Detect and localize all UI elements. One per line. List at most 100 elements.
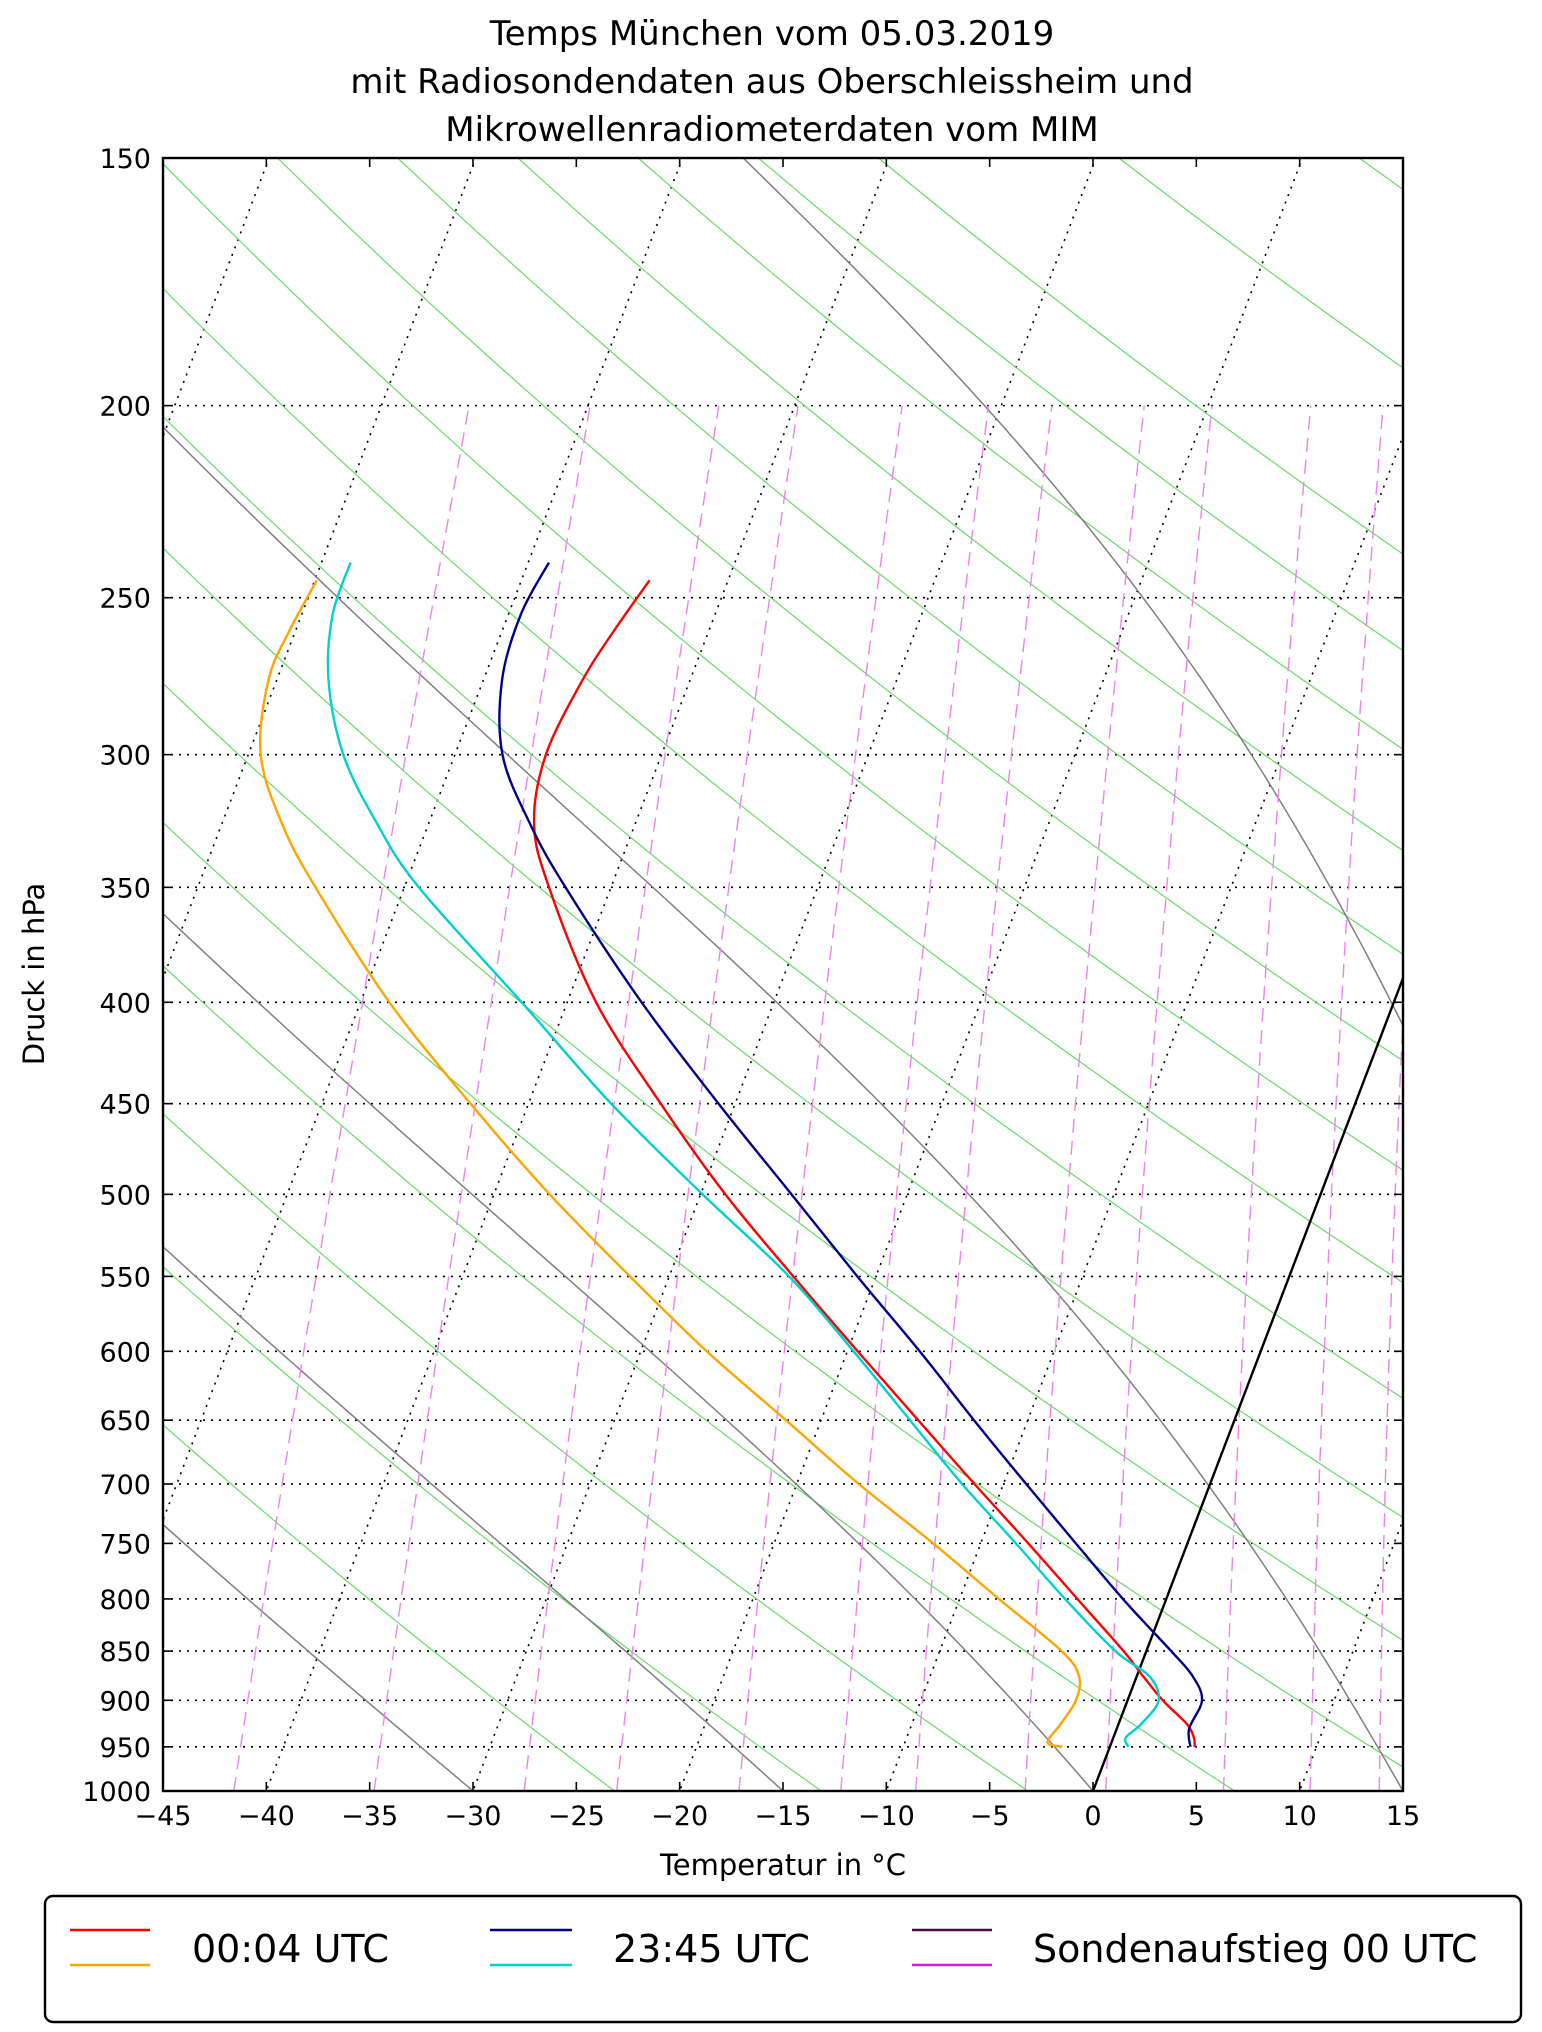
y-tick-label-7: 500: [99, 1180, 151, 1211]
dry-adiabat-370: [517, 158, 1403, 852]
mixing-ratio-16: [1529, 406, 1542, 1791]
y-tick-label-6: 450: [99, 1090, 151, 1121]
dry-adiabat-380: [637, 158, 1403, 750]
sounding-profiles: [259, 562, 1204, 1748]
y-tick-label-16: 950: [99, 1733, 151, 1764]
x-axis-ticks: −45 −40 −35 −30 −25 −20 −15 −10 −5 0 5 10 15: [135, 158, 1420, 1832]
dry-adiabat-440: [1358, 158, 1403, 191]
x-tick-label-4: −25: [548, 1801, 605, 1832]
legend-label-2345: 23:45 UTC: [613, 1927, 810, 1971]
isotherm-0-highlighted: [1091, 974, 1403, 1791]
moist-adiabat-30: [742, 158, 1403, 1028]
legend-box: [43, 1894, 1523, 2024]
x-tick-label-11: 10: [1282, 1801, 1316, 1832]
legend-entry-sonde: Sondenaufstieg 00 UTC: [912, 1927, 1477, 1971]
mixing-ratio-6: [1222, 405, 1312, 1791]
series-line-2: [498, 562, 1204, 1747]
mixing-ratio-2: [914, 405, 1053, 1791]
x-tick-label-5: −20: [651, 1801, 708, 1832]
dry-adiabat-340: [163, 162, 1403, 1171]
series-line-0: [532, 579, 1196, 1747]
dry-adiabat-270: [163, 1113, 1029, 1791]
x-tick-label-12: 15: [1386, 1801, 1420, 1832]
y-tick-label-11: 700: [99, 1470, 151, 1501]
y-tick-label-15: 900: [99, 1686, 151, 1717]
x-tick-label-0: −45: [135, 1801, 192, 1832]
isotherm--30: [472, 158, 1097, 1791]
y-tick-label-4: 350: [99, 873, 151, 904]
x-tick-label-8: −5: [970, 1801, 1010, 1832]
x-tick-label-3: −30: [445, 1801, 502, 1832]
mixing-ratio-3: [1024, 405, 1145, 1791]
moist-adiabats: [163, 158, 1403, 1791]
isotherm-0: [1092, 975, 1403, 1791]
y-axis-label: Druck in hPa: [17, 883, 51, 1066]
legend-label-0004: 00:04 UTC: [192, 1927, 389, 1971]
dry-adiabat-360: [396, 158, 1403, 955]
mixing-ratio-10: [1378, 1004, 1403, 1791]
dry-adiabat-250: [163, 1424, 616, 1791]
dry-adiabat-350: [276, 158, 1403, 1062]
legend-entry-2345: 23:45 UTC: [490, 1927, 810, 1971]
dry-adiabat-290: [163, 821, 1403, 1768]
mixing-ratio-1: [738, 405, 903, 1791]
x-tick-label-10: 5: [1188, 1801, 1205, 1832]
legend-entry-0004: 00:04 UTC: [70, 1927, 389, 1971]
mixing-ratio-4: [1105, 405, 1213, 1791]
isotherm--50: [163, 158, 684, 1523]
mixing-ratio-0.1: [233, 405, 470, 1791]
moist-adiabat-0: [163, 912, 1094, 1791]
y-tick-label-12: 750: [99, 1529, 151, 1560]
x-tick-label-2: −35: [341, 1801, 398, 1832]
dry-adiabat-280: [163, 965, 1236, 1791]
legend: 00:04 UTC 23:45 UTC Sondenaufstieg 00 UT…: [43, 1894, 1523, 2024]
dry-adiabat-390: [757, 158, 1403, 652]
mixing-ratio-1.5: [840, 405, 990, 1791]
y-tick-label-9: 600: [99, 1337, 151, 1368]
x-tick-label-1: −40: [238, 1801, 295, 1832]
y-tick-label-8: 550: [99, 1262, 151, 1293]
chart-title-line-3: Mikrowellenradiometerdaten vom MIM: [445, 110, 1098, 150]
mixing-ratio-0.4: [523, 405, 720, 1791]
isotherm-10: [1298, 1517, 1403, 1791]
y-tick-label-10: 650: [99, 1406, 151, 1437]
y-tick-label-13: 800: [99, 1585, 151, 1616]
dry-adiabat-330: [163, 287, 1403, 1284]
y-tick-label-0: 150: [99, 144, 151, 175]
chart-title-line-1: Temps München vom 05.03.2019: [489, 14, 1055, 54]
y-tick-label-1: 200: [99, 392, 151, 423]
isobar-gridlines: [163, 404, 1403, 1748]
mixing-ratio-12: [1437, 406, 1489, 1791]
zero-degree-isotherm: [1091, 974, 1403, 1791]
isotherm-gridlines: [163, 158, 1403, 1791]
x-tick-label-6: −15: [755, 1801, 812, 1832]
moist-adiabat-15: [163, 426, 1403, 1791]
chart-title: Temps München vom 05.03.2019 mit Radioso…: [350, 14, 1193, 150]
dry-adiabats: [163, 0, 1542, 1841]
isotherm--40: [265, 158, 891, 1791]
x-axis-label: Temperatur in °C: [659, 1848, 906, 1882]
y-tick-label-2: 250: [99, 584, 151, 615]
series-line-3: [326, 562, 1161, 1748]
chart-title-line-2: mit Radiosondendaten aus Oberschleisshei…: [350, 62, 1193, 102]
y-tick-label-14: 850: [99, 1637, 151, 1668]
x-tick-label-9: 0: [1084, 1801, 1101, 1832]
isotherm--10: [885, 434, 1403, 1791]
moist-adiabat--15: [163, 1245, 784, 1791]
legend-label-sonde: Sondenaufstieg 00 UTC: [1033, 1927, 1477, 1971]
x-tick-label-7: −10: [858, 1801, 915, 1832]
y-tick-label-5: 400: [99, 988, 151, 1019]
mixing-ratio-lines: [233, 405, 1542, 1791]
dry-adiabat-320: [163, 415, 1403, 1400]
series-line-1: [259, 579, 1082, 1748]
y-tick-label-3: 300: [99, 741, 151, 772]
mixing-ratio-0.2: [373, 405, 591, 1791]
isotherm--20: [678, 158, 1304, 1791]
mixing-ratio-0.6: [616, 405, 799, 1791]
y-axis-ticks: 150 200 250 300 350 400 450 500 550 600 650 700 750 8…: [82, 144, 1403, 1808]
mixing-ratio-8: [1309, 405, 1384, 1791]
dry-adiabat-460: [1128, 0, 1542, 1841]
y-tick-label-17: 1000: [82, 1777, 151, 1808]
dry-adiabat-260: [163, 1265, 823, 1791]
